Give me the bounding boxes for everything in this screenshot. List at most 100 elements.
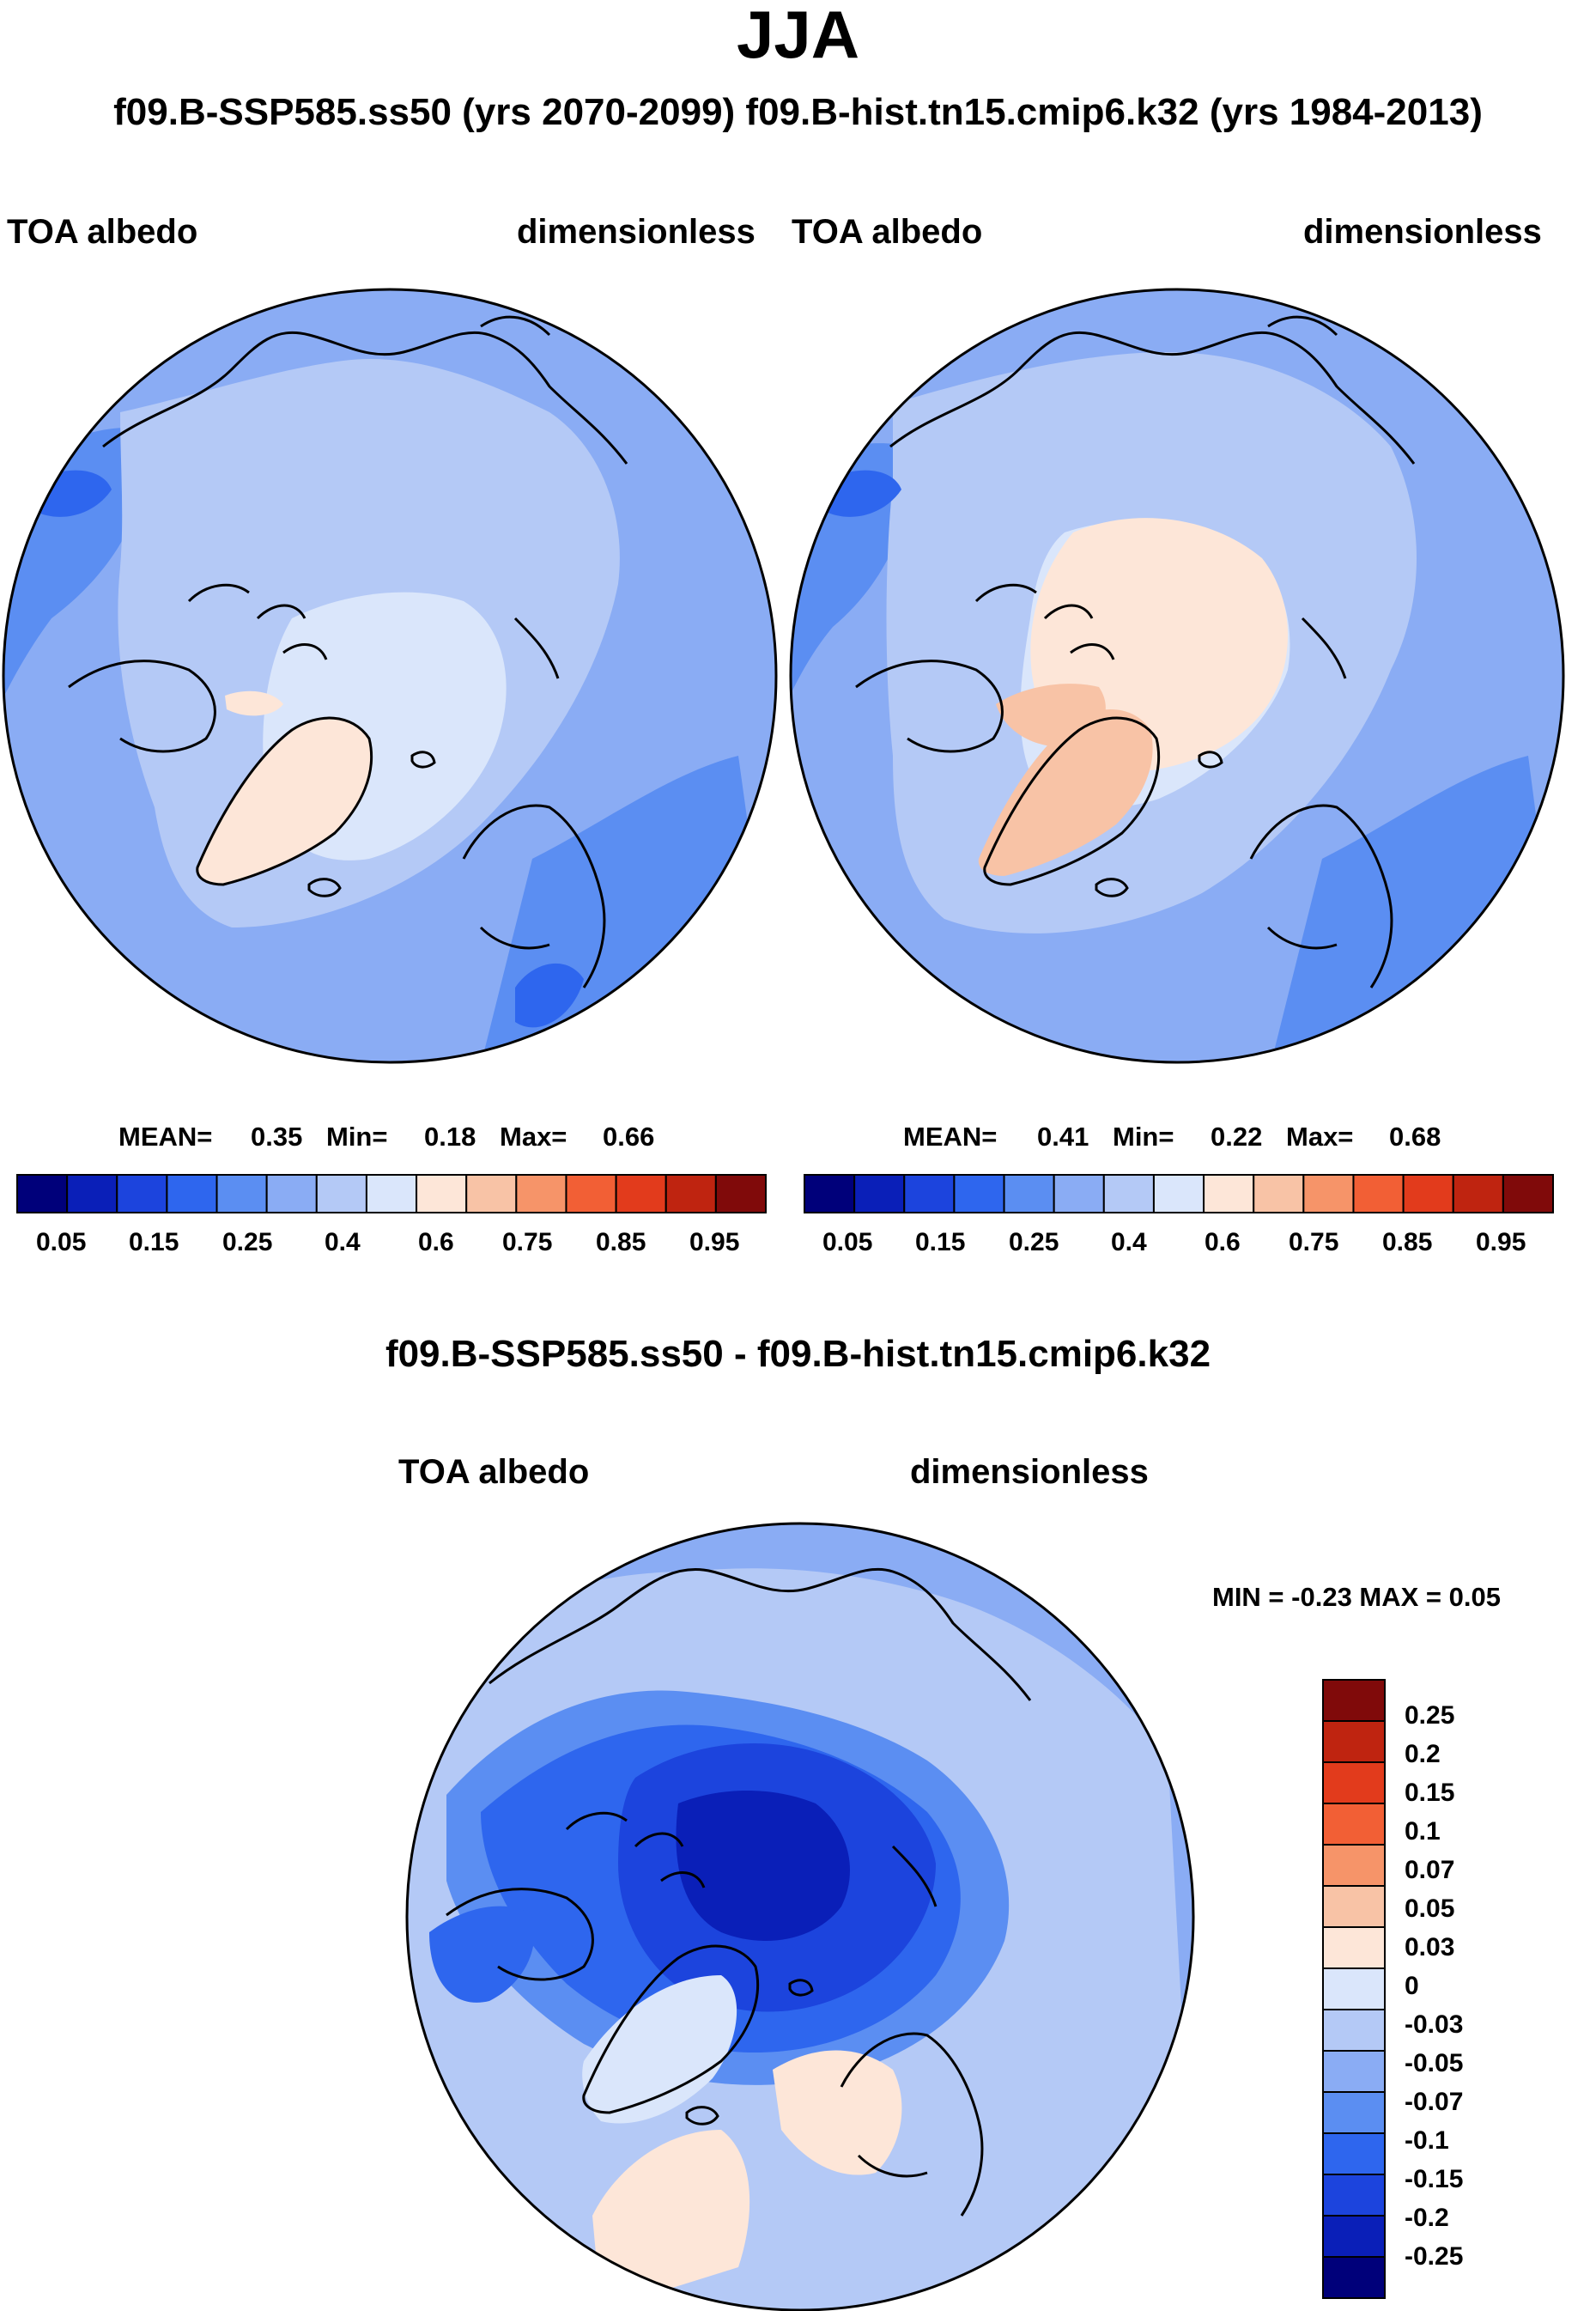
panel2-max-label: Max= <box>1286 1122 1354 1152</box>
panel2-max-value: 0.68 <box>1389 1122 1441 1152</box>
cbar3-swatch <box>1322 1679 1386 1722</box>
panel1-mean-value: 0.35 <box>251 1122 303 1152</box>
diff-greenland-region <box>582 1975 737 2124</box>
cbar3-tick: 0.15 <box>1405 1779 1455 1807</box>
diff-map-border <box>405 1522 1195 2311</box>
panel2-min-label: Min= <box>1113 1122 1174 1152</box>
panel2-variable-label: TOA albedo <box>792 213 983 251</box>
cbar1-swatch <box>365 1174 418 1213</box>
cbar3-tick: 0.05 <box>1405 1894 1455 1923</box>
cbar2-tick: 0.25 <box>1009 1228 1059 1256</box>
panel1-field-region <box>515 963 584 1028</box>
panel2-map-border <box>789 288 1565 1064</box>
diff-positive-region <box>773 2050 902 2175</box>
cbar2-swatch <box>903 1174 956 1213</box>
panel1-greenland-high <box>197 718 372 885</box>
cbar2-swatch <box>1352 1174 1405 1213</box>
cbar3-tick: 0.03 <box>1405 1933 1455 1961</box>
panel2-mean-label: MEAN= <box>903 1122 998 1152</box>
cbar3-swatch <box>1322 2256 1386 2299</box>
cbar3-swatch <box>1322 2091 1386 2134</box>
cbar1-tick: 0.4 <box>325 1228 361 1256</box>
cbar3-swatch <box>1322 2132 1386 2175</box>
main-title: JJA <box>736 0 860 72</box>
cbar2-swatch <box>853 1174 906 1213</box>
cbar2-tick: 0.75 <box>1289 1228 1339 1256</box>
cbar3-swatch <box>1322 2050 1386 2093</box>
cbar3-swatch <box>1322 2174 1386 2217</box>
panel1-map <box>2 288 778 1064</box>
cbar1-tick: 0.95 <box>689 1228 740 1256</box>
panel1-units-label: dimensionless <box>517 213 756 251</box>
cbar1-swatch <box>265 1174 318 1213</box>
cbar2-swatch <box>804 1174 856 1213</box>
panel2-min-value: 0.22 <box>1211 1122 1263 1152</box>
cbar3-tick: -0.07 <box>1405 2088 1464 2116</box>
cbar2-tick: 0.85 <box>1382 1228 1433 1256</box>
diff-minmax: MIN = -0.23 MAX = 0.05 <box>1212 1582 1501 1612</box>
cbar2-swatch <box>1152 1174 1205 1213</box>
cbar1-swatch <box>66 1174 118 1213</box>
cbar1-tick: 0.15 <box>129 1228 179 1256</box>
cbar2-swatch <box>1203 1174 1255 1213</box>
panel2-map <box>789 288 1565 1064</box>
panel1-max-label: Max= <box>500 1122 567 1152</box>
cbar2-swatch <box>1452 1174 1504 1213</box>
cbar3-tick: 0.1 <box>1405 1817 1441 1846</box>
cbar2-tick: 0.6 <box>1205 1228 1241 1256</box>
panel1-colorbar <box>16 1174 767 1213</box>
cbar2-swatch <box>953 1174 1005 1213</box>
cbar2-swatch <box>1502 1174 1555 1213</box>
panel2-mean-value: 0.41 <box>1037 1122 1089 1152</box>
diff-units-label: dimensionless <box>910 1453 1149 1491</box>
cbar1-swatch <box>166 1174 218 1213</box>
cbar3-tick: -0.2 <box>1405 2204 1449 2232</box>
diff-positive-region <box>592 2130 750 2310</box>
cbar3-tick: -0.1 <box>1405 2126 1449 2155</box>
cbar1-swatch <box>116 1174 168 1213</box>
cbar2-swatch <box>1253 1174 1305 1213</box>
panel2-colorbar <box>804 1174 1555 1213</box>
panel2-units-label: dimensionless <box>1303 213 1542 251</box>
cbar3-swatch <box>1322 1885 1386 1928</box>
cbar1-swatch <box>215 1174 268 1213</box>
diff-map <box>405 1522 1195 2311</box>
cbar2-swatch <box>1302 1174 1355 1213</box>
cbar3-swatch <box>1322 1720 1386 1763</box>
panel2-greenland-high <box>978 709 1153 876</box>
cbar3-swatch <box>1322 1967 1386 2010</box>
panel1-max-value: 0.66 <box>603 1122 655 1152</box>
cbar1-swatch <box>16 1174 69 1213</box>
cbar1-tick: 0.85 <box>596 1228 646 1256</box>
diff-colorbar <box>1322 1679 1386 2299</box>
cbar2-swatch <box>1003 1174 1055 1213</box>
cbar1-swatch <box>664 1174 717 1213</box>
cbar3-tick: -0.15 <box>1405 2165 1464 2193</box>
cbar3-swatch <box>1322 1761 1386 1804</box>
diff-field-region <box>429 1906 535 2003</box>
cbar3-swatch <box>1322 2009 1386 2052</box>
cbar2-swatch <box>1402 1174 1454 1213</box>
cbar1-swatch <box>416 1174 468 1213</box>
cbar3-tick: -0.05 <box>1405 2049 1464 2077</box>
cbar1-swatch <box>615 1174 667 1213</box>
cbar3-swatch <box>1322 2215 1386 2258</box>
panel1-map-border <box>2 288 778 1064</box>
cbar2-tick: 0.95 <box>1476 1228 1526 1256</box>
panel2-coastlines <box>855 289 1416 988</box>
subtitle: f09.B-SSP585.ss50 (yrs 2070-2099) f09.B-… <box>113 91 1483 133</box>
cbar3-swatch <box>1322 1803 1386 1846</box>
cbar1-swatch <box>565 1174 617 1213</box>
cbar2-tick: 0.15 <box>915 1228 966 1256</box>
cbar2-swatch <box>1102 1174 1155 1213</box>
cbar1-swatch <box>515 1174 567 1213</box>
cbar2-tick: 0.05 <box>822 1228 873 1256</box>
cbar2-swatch <box>1053 1174 1105 1213</box>
cbar1-swatch <box>315 1174 367 1213</box>
cbar3-tick: -0.03 <box>1405 2010 1464 2039</box>
diff-arctic-decline-core <box>676 1791 850 1941</box>
diff-coastlines <box>446 1567 1032 2217</box>
cbar1-tick: 0.75 <box>502 1228 553 1256</box>
cbar3-tick: -0.25 <box>1405 2242 1464 2271</box>
